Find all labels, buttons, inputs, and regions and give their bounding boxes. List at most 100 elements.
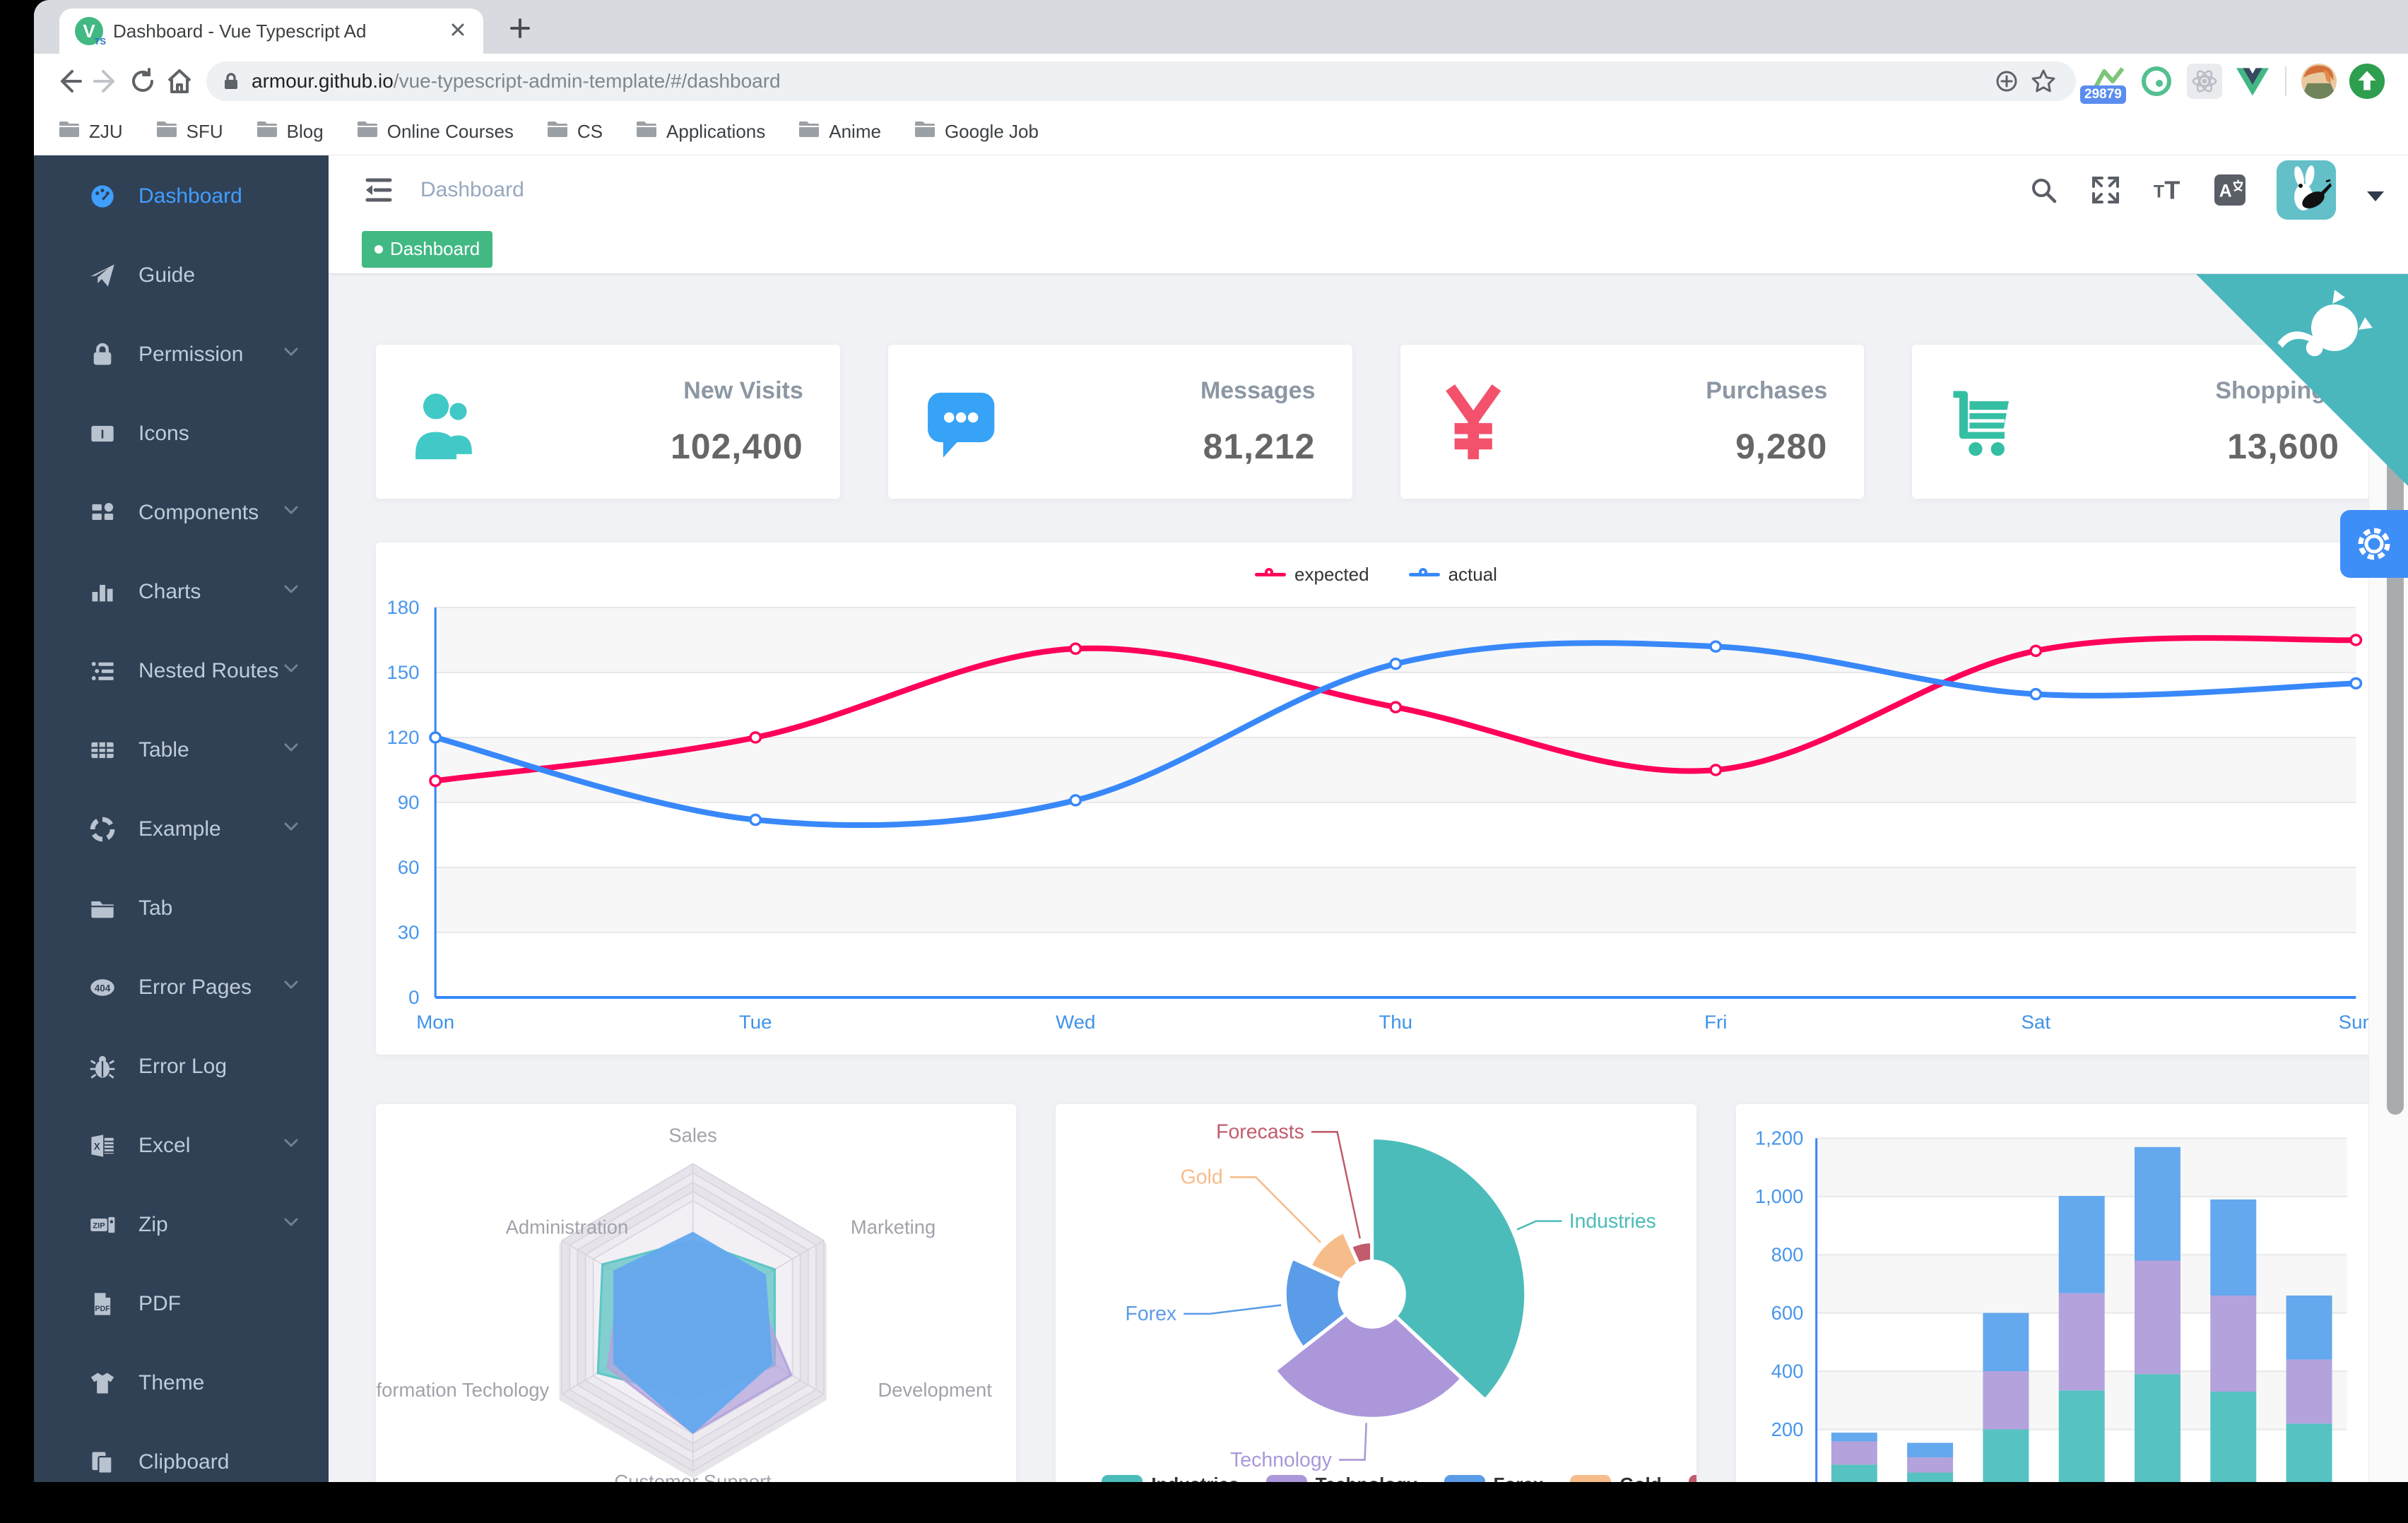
legend-swatch — [1570, 1474, 1612, 1482]
url-bar[interactable]: armour.github.io /vue-typescript-admin-t… — [206, 61, 2076, 101]
legend-label: Gold — [1619, 1474, 1661, 1482]
bookmark-item[interactable]: SFU — [155, 120, 223, 143]
bookmark-star-icon[interactable] — [2025, 63, 2062, 100]
svg-text:X: X — [94, 1142, 100, 1152]
sidebar-item-tab[interactable]: Tab — [34, 869, 329, 948]
extension-react-icon[interactable] — [2186, 63, 2223, 100]
pie-chart-card: Industries Technology Forex Gold Forecasts I… — [1056, 1104, 1696, 1482]
extension-mail-icon[interactable]: 29879 — [2080, 63, 2127, 104]
bookmark-item[interactable]: Applications — [635, 120, 765, 143]
svg-text:1,200: 1,200 — [1754, 1127, 1803, 1149]
browser-window: V TS Dashboard - Vue Typescript Ad armour… — [34, 0, 2408, 1482]
sidebar-item-zip[interactable]: ZIP Zip — [34, 1185, 329, 1264]
sidebar-item-guide[interactable]: Guide — [34, 236, 329, 315]
sidebar-item-label: Zip — [138, 1213, 168, 1236]
sidebar-item-label: Components — [138, 501, 259, 524]
browser-tab[interactable]: V TS Dashboard - Vue Typescript Ad — [59, 8, 483, 54]
svg-text:PDF: PDF — [95, 1305, 110, 1313]
sidebar-item-error-pages[interactable]: 404 Error Pages — [34, 948, 329, 1027]
money-icon — [1432, 381, 1513, 463]
url-domain: armour.github.io — [252, 70, 394, 92]
legend-swatch — [1265, 1474, 1307, 1482]
bookmark-item[interactable]: Anime — [798, 120, 881, 143]
sidebar-item-clipboard[interactable]: Clipboard — [34, 1423, 329, 1482]
sidebar-item-example[interactable]: Example — [34, 790, 329, 869]
sidebar-item-icons[interactable]: I Icons — [34, 394, 329, 473]
svg-text:Tue: Tue — [739, 1011, 772, 1033]
svg-text:150: 150 — [386, 661, 419, 683]
sidebar-item-charts[interactable]: Charts — [34, 552, 329, 632]
extension-ring-icon[interactable] — [2138, 63, 2175, 100]
folder-icon — [798, 120, 820, 143]
folder-icon — [256, 120, 278, 143]
pie-chart-legend[interactable]: Industries Technology Forex Gold Forecasts — [1102, 1474, 1696, 1482]
fullscreen-icon[interactable] — [2090, 174, 2121, 206]
pie-legend-item-forex[interactable]: Forex — [1444, 1474, 1543, 1482]
stat-card-value: 13,600 — [2227, 426, 2339, 466]
svg-text:Industries: Industries — [1569, 1210, 1656, 1233]
people-icon — [407, 381, 489, 463]
svg-text:Mon: Mon — [416, 1011, 454, 1033]
table-icon — [89, 737, 116, 764]
update-browser-icon[interactable] — [2349, 63, 2385, 100]
zoom-install-icon[interactable] — [1988, 63, 2025, 100]
new-tab-icon[interactable] — [506, 14, 534, 46]
sidebar-item-error-log[interactable]: Error Log — [34, 1027, 329, 1106]
admin-app: Dashboard Guide Permission I Icons Components… — [34, 155, 2408, 1482]
lock-icon — [89, 341, 116, 368]
bookmark-item[interactable]: ZJU — [58, 120, 123, 143]
line-chart-legend[interactable]: expected actual — [376, 564, 2376, 586]
github-corner-link[interactable] — [2196, 274, 2408, 486]
folder-icon — [155, 120, 178, 143]
pie-legend-item-forecasts[interactable]: Forecasts — [1688, 1474, 1696, 1482]
sidebar-item-table[interactable]: Table — [34, 711, 329, 790]
forward-icon[interactable] — [88, 63, 124, 100]
legend-line — [1408, 568, 1440, 576]
stat-card-text: New Visits 102,400 — [671, 377, 803, 467]
pdf-icon: PDF — [89, 1291, 116, 1317]
extension-vue-icon[interactable] — [2234, 63, 2271, 100]
sidebar-item-pdf[interactable]: PDF PDF — [34, 1264, 329, 1344]
sidebar-item-excel[interactable]: X Excel — [34, 1106, 329, 1185]
pie-legend-item-gold[interactable]: Gold — [1570, 1474, 1662, 1482]
back-icon[interactable] — [51, 63, 88, 100]
svg-text:Sun: Sun — [2339, 1011, 2373, 1033]
chevron-down-icon — [282, 1213, 300, 1237]
pie-legend-item-technology[interactable]: Technology — [1265, 1474, 1417, 1482]
stat-card-new-visits[interactable]: New Visits 102,400 — [376, 345, 840, 499]
legend-item-expected[interactable]: expected — [1255, 564, 1369, 586]
svg-text:400: 400 — [1771, 1360, 1803, 1382]
search-icon[interactable] — [2028, 174, 2059, 206]
profile-avatar[interactable] — [2301, 63, 2337, 100]
dashboard-content: New Visits 102,400 Messages 81,212 Purchases… — [329, 274, 2408, 1482]
scrollbar-track[interactable] — [2368, 311, 2408, 1482]
bookmark-item[interactable]: CS — [546, 120, 603, 143]
tab-close-icon[interactable] — [448, 20, 468, 43]
legend-item-actual[interactable]: actual — [1408, 564, 1497, 586]
sidebar-item-dashboard[interactable]: Dashboard — [34, 157, 329, 236]
stat-card-messages[interactable]: Messages 81,212 — [887, 345, 1352, 499]
sidebar-item-nested-routes[interactable]: Nested Routes — [34, 632, 329, 711]
home-icon[interactable] — [161, 63, 198, 100]
bookmark-item[interactable]: Blog — [256, 120, 324, 143]
hamburger-icon[interactable] — [362, 174, 395, 206]
sidebar-item-theme[interactable]: Theme — [34, 1344, 329, 1423]
guide-icon — [89, 262, 116, 289]
bookmark-item[interactable]: Online Courses — [356, 120, 514, 143]
line-chart: 0 30 60 90 120 150 180 Mon Tue Wed Thu Fri Sat Sun — [386, 596, 2373, 1033]
pie-legend-item-industries[interactable]: Industries — [1102, 1474, 1239, 1482]
sidebar-item-permission[interactable]: Permission — [34, 315, 329, 394]
sidebar-item-components[interactable]: Components — [34, 473, 329, 552]
settings-panel-button[interactable] — [2340, 510, 2408, 578]
chevron-down-icon[interactable] — [2367, 191, 2384, 201]
bookmark-item[interactable]: Google Job — [914, 120, 1039, 143]
tag-dashboard[interactable]: Dashboard — [362, 230, 493, 268]
translate-icon[interactable]: A — [2214, 174, 2245, 206]
url-path: /vue-typescript-admin-template/#/dashboa… — [393, 70, 781, 92]
reload-icon[interactable] — [124, 63, 161, 100]
breadcrumb[interactable]: Dashboard — [420, 178, 524, 201]
svg-text:0: 0 — [408, 986, 419, 1008]
user-avatar[interactable] — [2277, 160, 2336, 220]
stat-card-purchases[interactable]: Purchases 9,280 — [1400, 345, 1865, 499]
